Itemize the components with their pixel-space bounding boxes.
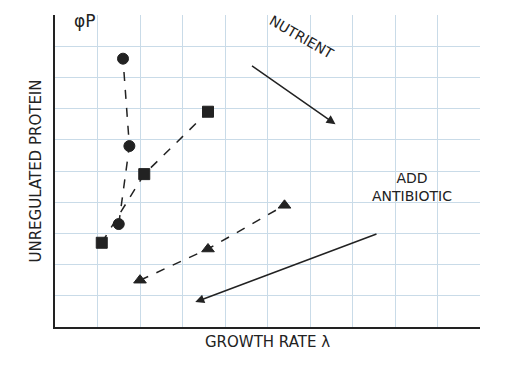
svg-text:ADDANTIBIOTIC: ADDANTIBIOTIC: [372, 170, 452, 204]
svg-text:φP: φP: [74, 11, 95, 31]
svg-text:UNREGULATED PROTEIN: UNREGULATED PROTEIN: [27, 79, 45, 262]
svg-text:NUTRIENT: NUTRIENT: [267, 12, 337, 62]
svg-text:GROWTH RATE λ: GROWTH RATE λ: [205, 333, 330, 351]
